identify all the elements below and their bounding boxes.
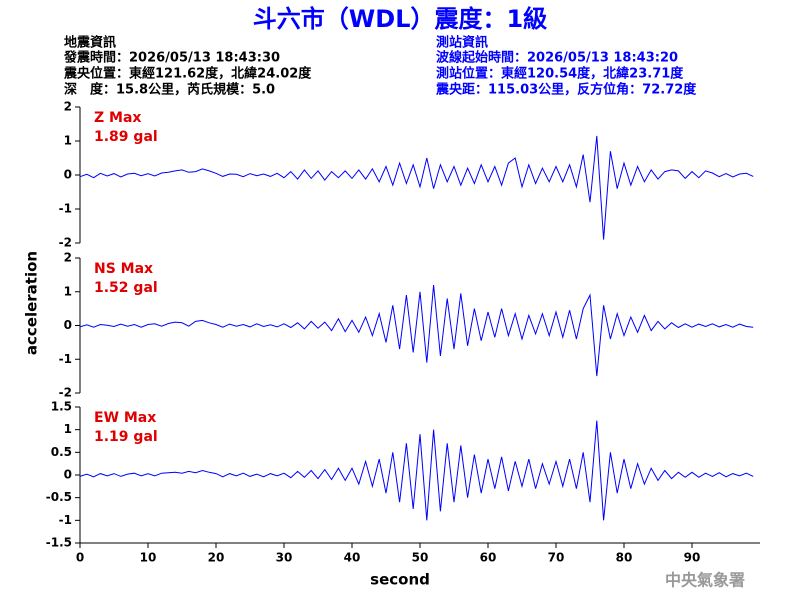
x-axis-label: second [370,571,430,589]
y-tick-label: -1.5 [46,536,72,550]
x-tick-label: 0 [76,551,84,565]
max-label: 1.89 gal [94,129,158,145]
info-left: 地震資訊 [64,35,116,51]
y-tick-label: 1 [64,422,72,436]
y-tick-label: 0 [64,318,72,332]
waveform [79,420,754,521]
info-right: 波線起始時間：2026/05/13 18:43:20 [436,50,678,66]
x-tick-label: 10 [140,551,157,565]
y-tick-label: 0 [64,168,72,182]
x-tick-label: 80 [616,551,633,565]
watermark: 中央氣象署 [665,571,745,590]
y-tick-label: -1 [59,202,72,216]
waveform [79,284,754,377]
x-tick-label: 40 [344,551,361,565]
title: 斗六市（WDL）震度：1級 [253,5,547,33]
max-label: 1.52 gal [94,280,158,296]
info-left: 發震時間：2026/05/13 18:43:30 [63,50,280,66]
y-tick-label: -1 [59,352,72,366]
y-tick-label: -2 [59,386,72,400]
component-label: NS Max [94,261,153,277]
info-right: 測站資訊 [436,35,488,51]
x-tick-label: 50 [412,551,429,565]
info-right: 測站位置：東經120.54度，北緯23.71度 [436,66,684,82]
info-left: 震央位置：東經121.62度，北緯24.02度 [63,66,312,82]
x-tick-label: 70 [548,551,565,565]
component-label: Z Max [94,110,141,126]
y-tick-label: -0.5 [46,490,72,504]
info-right: 震央距：115.03公里，反方位角：72.72度 [435,82,697,98]
x-tick-label: 20 [208,551,225,565]
x-tick-label: 30 [276,551,293,565]
y-tick-label: -2 [59,236,72,250]
y-tick-label: 2 [64,100,72,114]
y-tick-label: 2 [64,251,72,265]
y-tick-label: -1 [59,513,72,527]
y-tick-label: 0.5 [51,445,72,459]
y-axis-label: acceleration [23,251,41,355]
max-label: 1.19 gal [94,429,158,445]
info-left: 深 度：15.8公里，芮氏規模：5.0 [64,82,275,98]
x-tick-label: 60 [480,551,497,565]
y-tick-label: 0 [64,468,72,482]
y-tick-label: 1 [64,284,72,298]
y-tick-label: 1 [64,134,72,148]
waveform [79,135,754,240]
y-tick-label: 1.5 [51,400,72,414]
component-label: EW Max [94,410,156,426]
x-tick-label: 90 [684,551,701,565]
